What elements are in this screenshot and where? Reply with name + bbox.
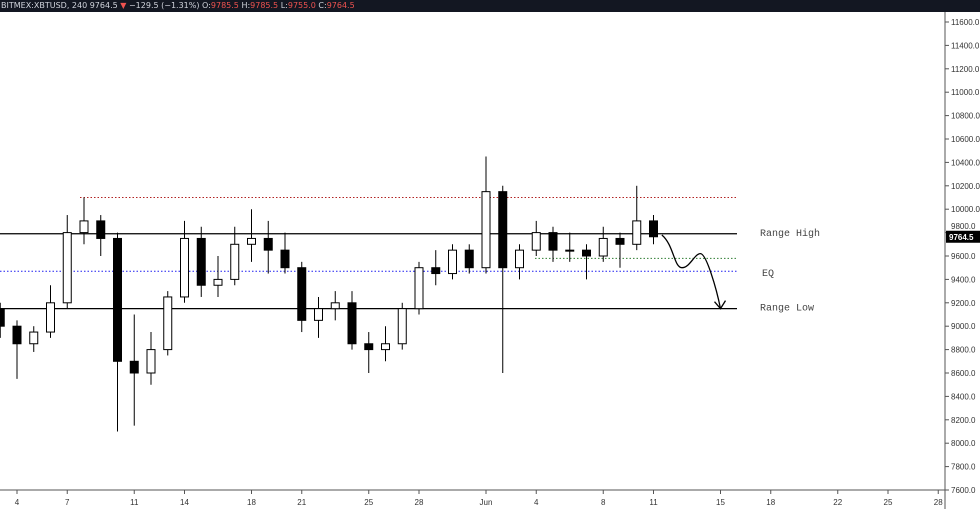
y-tick-label: 9200.0 <box>951 299 976 308</box>
candle-body <box>381 343 390 351</box>
candle-body <box>548 232 558 251</box>
candle-body <box>12 325 22 345</box>
open-label: O: <box>202 1 211 10</box>
x-tick-label: 18 <box>766 498 775 507</box>
candle-body <box>129 360 139 374</box>
x-tick-label: 7 <box>65 498 70 507</box>
close-value: 9764.5 <box>326 1 355 10</box>
level-label: EQ <box>762 269 774 280</box>
candle-body <box>598 237 608 257</box>
candle-body <box>29 331 39 345</box>
candle-body <box>96 220 106 239</box>
candle-body <box>582 249 591 257</box>
y-tick-label: 9600.0 <box>951 252 976 261</box>
open-value: 9785.5 <box>210 1 239 10</box>
candle-body <box>481 191 491 269</box>
candle-body <box>397 308 407 345</box>
symbol-header: BITMEX:XBTUSD, 240 9764.5 ▼ −129.5 (−1.3… <box>0 0 980 12</box>
low-label: L: <box>280 1 288 10</box>
candle-body <box>314 308 323 321</box>
level-label: Range Low <box>760 304 814 315</box>
candle-body <box>515 249 524 269</box>
y-tick-label: 8800.0 <box>951 346 976 355</box>
y-tick-label: 11200.0 <box>951 65 980 74</box>
candle-body <box>62 232 72 304</box>
x-tick-label: 4 <box>15 498 20 507</box>
candle-body <box>196 237 206 286</box>
candle-body <box>347 302 357 345</box>
projection-arrow-path <box>661 234 722 309</box>
candle-body <box>448 249 457 275</box>
arrow-head-icon <box>714 300 727 310</box>
high-label: H: <box>241 1 251 10</box>
x-tick-label: 21 <box>297 498 306 507</box>
y-tick-label: 11000.0 <box>951 88 980 97</box>
y-tick-label: 8000.0 <box>951 439 976 448</box>
y-tick-label: 11400.0 <box>951 41 980 50</box>
candle-body <box>431 267 441 275</box>
x-tick-label: 8 <box>601 498 606 507</box>
y-tick-label: 9400.0 <box>951 275 976 284</box>
price-change: −129.5 (−1.31%) <box>128 1 200 10</box>
y-tick-label: 8400.0 <box>951 392 976 401</box>
x-tick-label: 14 <box>180 498 189 507</box>
last-price-badge <box>946 230 980 243</box>
y-tick-label: 10600.0 <box>951 135 980 144</box>
x-tick-label: 28 <box>415 498 424 507</box>
down-triangle-icon: ▼ <box>120 1 127 10</box>
candle-body <box>46 302 55 333</box>
y-tick-label: 10200.0 <box>951 182 980 191</box>
level-label: Range High <box>760 228 820 240</box>
y-tick-label: 11600.0 <box>951 18 980 27</box>
last-price: 9764.5 <box>89 1 118 10</box>
x-tick-label: Jun <box>480 498 493 507</box>
candle-body <box>632 220 642 245</box>
x-tick-label: 15 <box>716 498 725 507</box>
y-tick-label: 10000.0 <box>951 205 980 214</box>
x-tick-label: 18 <box>247 498 256 507</box>
candle-body <box>163 296 173 351</box>
close-label: C: <box>318 1 327 10</box>
candle-body <box>414 267 424 310</box>
x-tick-label: 25 <box>364 498 373 507</box>
candle-body <box>247 237 256 245</box>
price-chart[interactable]: 7600.0 7800.0 8000.0 8200.0 8400.0 8600.0 8800… <box>0 12 980 509</box>
candle-body <box>263 237 273 251</box>
x-tick-label: 11 <box>649 498 658 507</box>
candle-body <box>498 191 508 269</box>
candle-body <box>531 232 541 251</box>
x-tick-label: 28 <box>934 498 943 507</box>
y-tick-label: 9000.0 <box>951 322 976 331</box>
candle-body <box>79 220 89 234</box>
x-tick-label: 25 <box>884 498 893 507</box>
last-price-label: 9764.5 <box>949 233 974 242</box>
candle-body <box>280 249 290 269</box>
candle-body <box>213 278 223 286</box>
y-tick-label: 10800.0 <box>951 112 980 121</box>
candle-body <box>330 302 340 310</box>
high-value: 9785.5 <box>250 1 279 10</box>
x-tick-label: 4 <box>534 498 539 507</box>
y-tick-label: 7600.0 <box>951 486 976 495</box>
y-tick-label: 7800.0 <box>951 463 976 472</box>
candle-body <box>464 249 474 269</box>
candle-body <box>0 308 5 327</box>
y-tick-label: 8200.0 <box>951 416 976 425</box>
candle-body <box>565 249 575 252</box>
symbol-label: BITMEX:XBTUSD, 240 <box>1 1 88 10</box>
candle-body <box>615 237 625 245</box>
candle-body <box>230 243 240 280</box>
y-tick-label: 10400.0 <box>951 158 980 167</box>
x-tick-label: 11 <box>130 498 139 507</box>
x-tick-label: 22 <box>833 498 842 507</box>
candle-body <box>180 237 189 298</box>
low-value: 9755.0 <box>287 1 316 10</box>
candle-body <box>364 343 374 351</box>
y-tick-label: 8600.0 <box>951 369 976 378</box>
candle-body <box>649 220 658 238</box>
candle-body <box>297 267 307 321</box>
y-tick-label: 9800.0 <box>951 222 976 231</box>
candle-body <box>113 237 122 362</box>
candle-body <box>146 349 156 374</box>
